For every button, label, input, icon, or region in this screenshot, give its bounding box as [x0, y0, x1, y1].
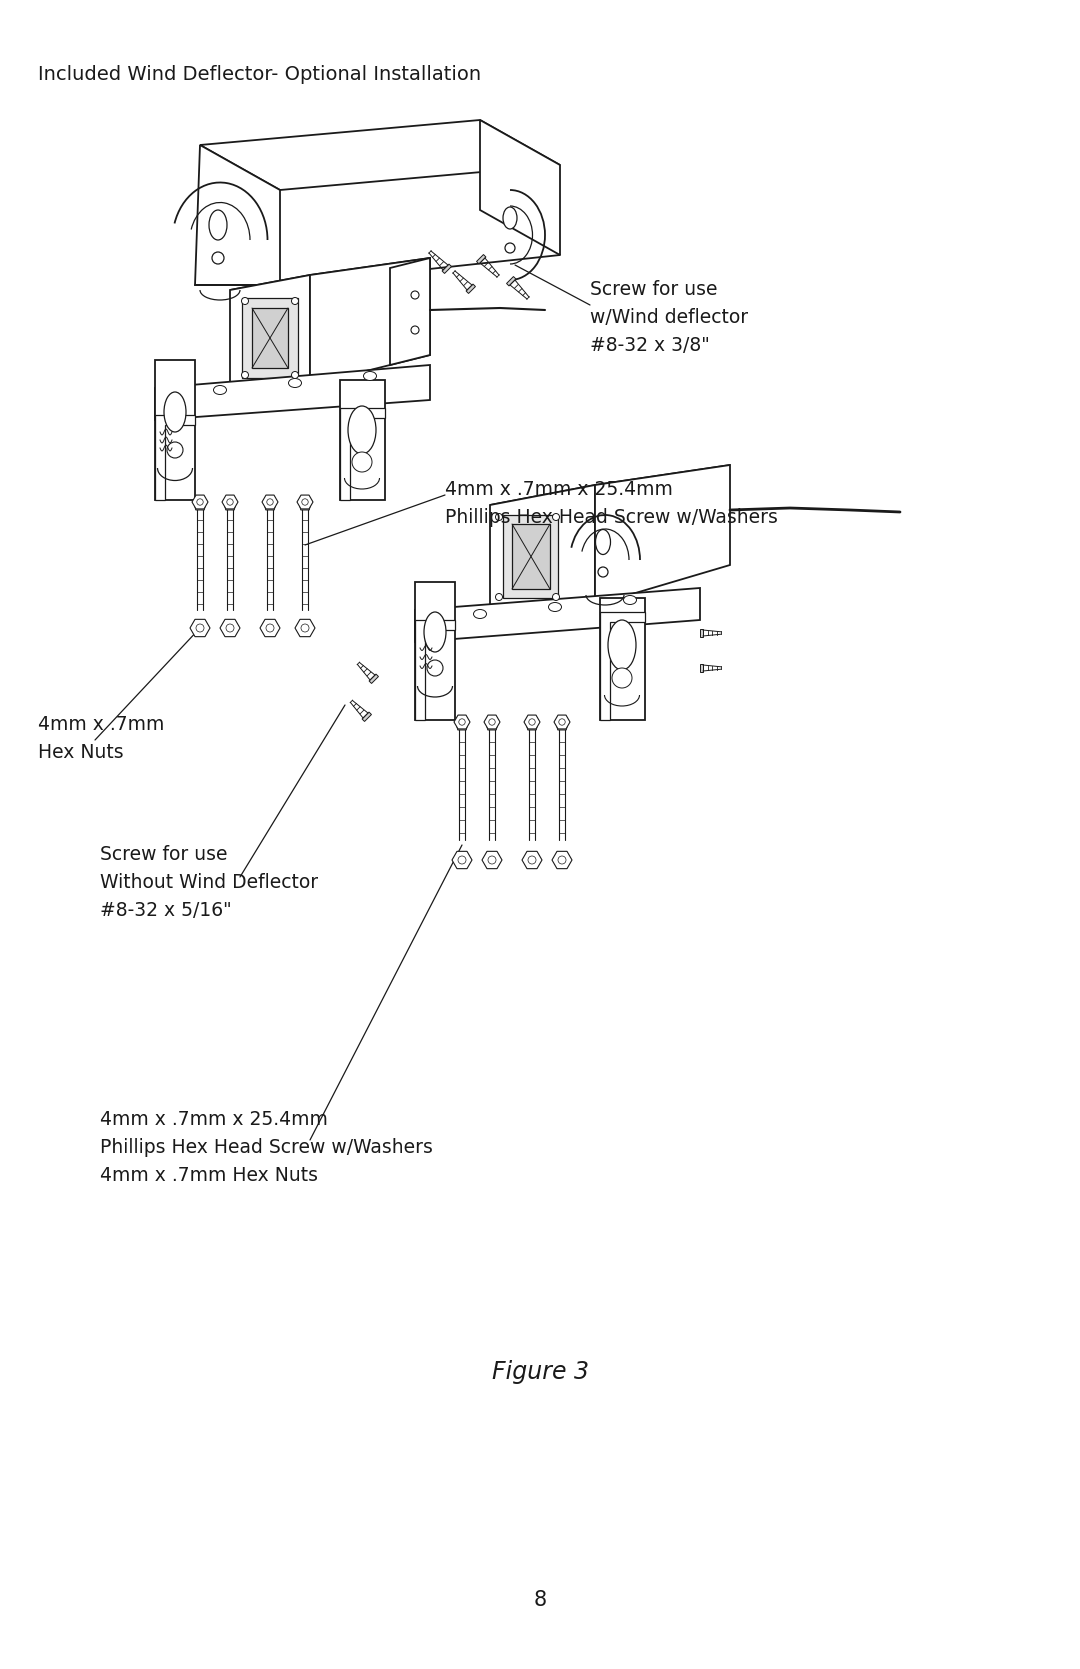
Ellipse shape: [352, 452, 372, 472]
Polygon shape: [595, 466, 730, 604]
Ellipse shape: [292, 372, 298, 379]
Ellipse shape: [553, 514, 559, 521]
Ellipse shape: [411, 290, 419, 299]
Polygon shape: [600, 613, 645, 719]
Text: Included Wind Deflector- Optional Installation: Included Wind Deflector- Optional Instal…: [38, 65, 481, 83]
Ellipse shape: [473, 609, 486, 619]
Polygon shape: [512, 524, 550, 589]
Polygon shape: [507, 277, 516, 285]
Ellipse shape: [167, 442, 183, 457]
Ellipse shape: [411, 325, 419, 334]
Ellipse shape: [214, 386, 227, 394]
Text: Screw for use
Without Wind Deflector
#8-32 x 5/16": Screw for use Without Wind Deflector #8-…: [100, 845, 319, 920]
Polygon shape: [556, 723, 568, 729]
Ellipse shape: [553, 594, 559, 601]
Polygon shape: [476, 255, 486, 264]
Polygon shape: [252, 309, 288, 367]
Text: 4mm x .7mm
Hex Nuts: 4mm x .7mm Hex Nuts: [38, 714, 164, 763]
Polygon shape: [415, 587, 700, 643]
Polygon shape: [362, 713, 372, 721]
Ellipse shape: [348, 406, 376, 454]
Polygon shape: [526, 723, 538, 729]
Text: 4mm x .7mm x 25.4mm
Phillips Hex Head Screw w/Washers: 4mm x .7mm x 25.4mm Phillips Hex Head Sc…: [445, 481, 778, 527]
Polygon shape: [490, 486, 595, 604]
Polygon shape: [700, 664, 703, 673]
Polygon shape: [600, 598, 645, 719]
Ellipse shape: [242, 372, 248, 379]
Ellipse shape: [242, 297, 248, 304]
Text: 4mm x .7mm x 25.4mm
Phillips Hex Head Screw w/Washers
4mm x .7mm Hex Nuts: 4mm x .7mm x 25.4mm Phillips Hex Head Sc…: [100, 1110, 433, 1185]
Polygon shape: [264, 502, 276, 511]
Ellipse shape: [505, 244, 515, 254]
Polygon shape: [193, 502, 206, 511]
Ellipse shape: [496, 594, 502, 601]
Text: 8: 8: [534, 1591, 546, 1611]
Polygon shape: [486, 723, 498, 729]
Polygon shape: [156, 366, 430, 421]
Ellipse shape: [288, 379, 301, 387]
Polygon shape: [242, 299, 298, 377]
Ellipse shape: [623, 596, 636, 604]
Polygon shape: [390, 259, 430, 366]
Ellipse shape: [364, 372, 377, 381]
Polygon shape: [415, 619, 455, 719]
Polygon shape: [156, 416, 195, 501]
Polygon shape: [310, 259, 430, 386]
Ellipse shape: [549, 603, 562, 611]
Ellipse shape: [292, 297, 298, 304]
Ellipse shape: [164, 392, 186, 432]
Polygon shape: [490, 466, 730, 506]
Polygon shape: [299, 502, 311, 511]
Polygon shape: [700, 629, 703, 638]
Ellipse shape: [595, 529, 610, 554]
Polygon shape: [480, 120, 561, 255]
Polygon shape: [200, 120, 561, 190]
Polygon shape: [195, 145, 280, 285]
Text: Figure 3: Figure 3: [491, 1360, 589, 1384]
Text: Screw for use
w/Wind deflector
#8-32 x 3/8": Screw for use w/Wind deflector #8-32 x 3…: [590, 280, 748, 355]
Polygon shape: [503, 516, 558, 598]
Polygon shape: [369, 674, 378, 684]
Polygon shape: [467, 284, 475, 294]
Ellipse shape: [496, 514, 502, 521]
Polygon shape: [340, 407, 384, 501]
Polygon shape: [340, 381, 384, 501]
Ellipse shape: [612, 668, 632, 688]
Polygon shape: [456, 723, 469, 729]
Ellipse shape: [424, 613, 446, 653]
Ellipse shape: [210, 210, 227, 240]
Polygon shape: [415, 582, 455, 719]
Polygon shape: [442, 264, 451, 274]
Ellipse shape: [503, 207, 517, 229]
Ellipse shape: [427, 659, 443, 676]
Polygon shape: [224, 502, 237, 511]
Ellipse shape: [598, 567, 608, 577]
Polygon shape: [156, 361, 195, 501]
Polygon shape: [230, 275, 310, 386]
Ellipse shape: [608, 619, 636, 669]
Polygon shape: [230, 259, 430, 290]
Ellipse shape: [212, 252, 224, 264]
